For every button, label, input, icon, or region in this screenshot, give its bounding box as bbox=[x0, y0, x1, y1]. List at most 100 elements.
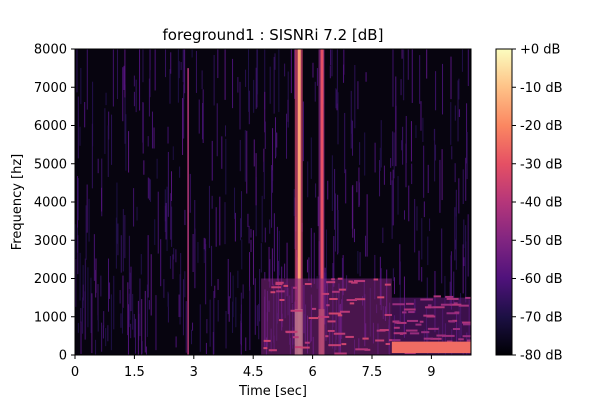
spectrogram-texture-streak bbox=[393, 132, 395, 179]
spectrogram-texture-streak bbox=[256, 49, 258, 108]
spectrogram-texture-streak bbox=[148, 300, 150, 310]
spectrogram-texture-streak bbox=[107, 125, 109, 177]
spectrogram-texture-streak bbox=[80, 321, 82, 354]
spectrogram-texture-streak bbox=[107, 325, 109, 342]
y-tick-label: 5000 bbox=[34, 157, 67, 172]
spectrogram-texture-streak bbox=[392, 49, 394, 107]
spectrogram-texture-streak bbox=[466, 132, 468, 180]
spectrogram-harmonic-dash bbox=[430, 337, 442, 340]
spectrogram-texture-streak bbox=[184, 271, 186, 298]
spectrogram-horizontal-band bbox=[391, 341, 471, 354]
spectrogram-vertical-band-core bbox=[297, 49, 301, 355]
spectrogram-image bbox=[75, 49, 471, 355]
colorbar-tick-label: -30 dB bbox=[520, 157, 563, 172]
spectrogram-texture-streak bbox=[183, 84, 185, 139]
spectrogram-texture-streak bbox=[395, 105, 397, 167]
spectrogram-texture-streak bbox=[358, 167, 360, 208]
spectrogram-texture-streak bbox=[365, 72, 367, 82]
spectrogram-texture-streak bbox=[232, 58, 234, 109]
spectrogram-texture-streak bbox=[256, 305, 258, 326]
spectrogram-texture-streak bbox=[330, 49, 332, 66]
spectrogram-texture-streak bbox=[77, 323, 79, 333]
spectrogram-texture-streak bbox=[179, 274, 181, 325]
spectrogram-harmonic-dash bbox=[449, 320, 456, 323]
spectrogram-texture-streak bbox=[403, 49, 405, 101]
spectrogram-harmonic-dash bbox=[446, 340, 453, 343]
spectrogram-texture-streak bbox=[315, 183, 317, 198]
spectrogram-texture-streak bbox=[306, 259, 308, 273]
spectrogram-texture-streak bbox=[142, 102, 144, 154]
spectrogram-texture-streak bbox=[287, 99, 289, 122]
spectrogram-texture-streak bbox=[337, 209, 339, 254]
spectrogram-texture-streak bbox=[144, 290, 146, 353]
spectrogram-texture-streak bbox=[104, 108, 106, 154]
spectrogram-harmonic-dash bbox=[308, 317, 319, 320]
spectrogram-texture-streak bbox=[258, 303, 260, 340]
spectrogram-texture-streak bbox=[135, 79, 137, 113]
spectrogram-texture-streak bbox=[189, 173, 191, 213]
spectrogram-texture-streak bbox=[108, 258, 109, 312]
colorbar-tick-label: +0 dB bbox=[520, 43, 560, 58]
spectrogram-texture-streak bbox=[237, 77, 239, 93]
spectrogram-texture-streak bbox=[154, 219, 156, 245]
spectrogram-texture-streak bbox=[463, 219, 465, 249]
spectrogram-texture-streak bbox=[350, 90, 352, 149]
spectrogram-harmonic-dash bbox=[311, 307, 317, 310]
spectrogram-texture-streak bbox=[365, 235, 367, 257]
spectrogram-texture-streak bbox=[356, 181, 358, 193]
spectrogram-harmonic-dash bbox=[294, 346, 302, 349]
spectrogram-texture-streak bbox=[244, 130, 246, 182]
spectrogram-texture-streak bbox=[264, 121, 266, 149]
spectrogram-texture-streak bbox=[286, 113, 288, 159]
spectrogram-texture-streak bbox=[172, 146, 174, 161]
spectrogram-texture-streak bbox=[434, 128, 436, 182]
x-tick-label: 9 bbox=[427, 365, 435, 380]
spectrogram-texture-streak bbox=[307, 161, 309, 198]
spectrogram-texture-streak bbox=[225, 138, 227, 195]
spectrogram-harmonic-dash bbox=[402, 311, 407, 314]
spectrogram-harmonic-dash bbox=[321, 292, 330, 295]
spectrogram-texture-streak bbox=[364, 132, 366, 176]
spectrogram-texture-streak bbox=[317, 196, 319, 227]
colorbar-ticks: +0 dB -10 dB -20 dB -30 dB -40 dB -50 dB -60 d… bbox=[512, 43, 563, 364]
spectrogram-harmonic-dash bbox=[354, 298, 366, 301]
spectrogram-texture-streak bbox=[122, 67, 124, 122]
spectrogram-texture-streak bbox=[82, 284, 84, 301]
spectrogram-texture-streak bbox=[88, 198, 90, 242]
spectrogram-texture-streak bbox=[142, 49, 144, 83]
spectrogram-texture-streak bbox=[451, 146, 453, 160]
spectrogram-texture-streak bbox=[458, 178, 460, 214]
spectrogram-texture-streak bbox=[170, 193, 172, 240]
spectrogram-texture-streak bbox=[427, 164, 429, 194]
spectrogram-texture-streak bbox=[101, 322, 103, 352]
spectrogram-harmonic-dash bbox=[364, 348, 371, 351]
spectrogram-harmonic-dash bbox=[325, 335, 329, 338]
spectrogram-texture-streak bbox=[192, 233, 194, 272]
spectrogram-texture-streak bbox=[240, 218, 242, 241]
spectrogram-harmonic-dash bbox=[427, 304, 432, 307]
spectrogram-texture-streak bbox=[263, 161, 265, 200]
spectrogram-texture-streak bbox=[140, 254, 142, 275]
spectrogram-harmonic-dash bbox=[415, 323, 422, 326]
spectrogram-texture-streak bbox=[268, 246, 270, 282]
spectrogram-texture-streak bbox=[352, 120, 354, 156]
spectrogram-texture-streak bbox=[273, 56, 275, 114]
spectrogram-harmonic-dash bbox=[339, 310, 350, 313]
spectrogram-harmonic-dash bbox=[337, 277, 343, 280]
spectrogram-texture-streak bbox=[405, 116, 407, 164]
spectrogram-texture-streak bbox=[209, 299, 211, 347]
spectrogram-texture-streak bbox=[234, 187, 236, 219]
spectrogram-harmonic-dash bbox=[396, 321, 407, 324]
spectrogram-texture-streak bbox=[450, 56, 452, 100]
spectrogram-texture-streak bbox=[130, 323, 132, 339]
spectrogram-texture-streak bbox=[122, 275, 124, 308]
spectrogram-harmonic-dash bbox=[377, 296, 385, 299]
spectrogram-texture-streak bbox=[246, 130, 248, 194]
spectrogram-texture-streak bbox=[77, 178, 79, 221]
spectrogram-harmonic-dash bbox=[385, 343, 391, 346]
spectrogram-texture-streak bbox=[183, 49, 185, 100]
spectrogram-texture-streak bbox=[334, 168, 336, 230]
spectrogram-texture-streak bbox=[401, 140, 403, 151]
spectrogram-texture-streak bbox=[411, 163, 413, 185]
spectrogram-texture-streak bbox=[219, 196, 221, 246]
